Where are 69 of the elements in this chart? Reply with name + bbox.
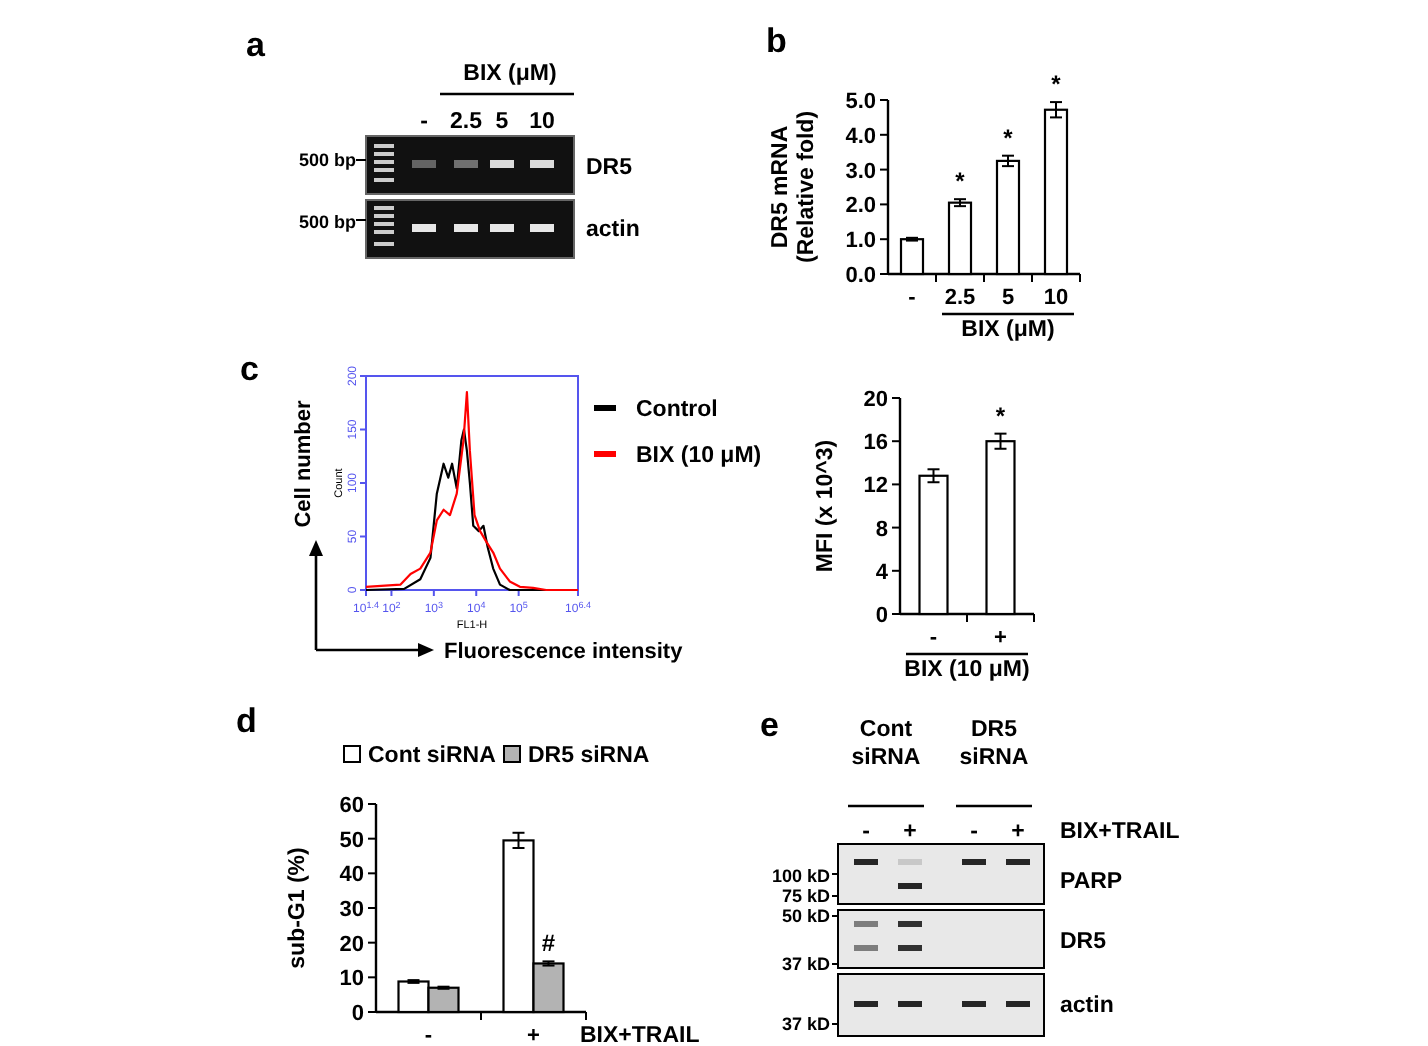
text: 75 kD (781, 886, 831, 906)
text: actin (1060, 994, 1114, 1018)
annotation: * (1051, 70, 1062, 99)
text: BIX+TRAIL (1060, 820, 1180, 844)
text: + (903, 820, 918, 844)
y-tick-label: 0 (351, 1002, 364, 1026)
text: PARP (1060, 870, 1123, 894)
y-tick-label: 30 (339, 898, 364, 922)
text: Cont siRNA (851, 718, 921, 770)
y-tick-label: 0 (875, 604, 888, 628)
chart-title: c (240, 350, 259, 388)
text: 500 bp (298, 150, 357, 170)
y-tick-label: 2.0 (845, 194, 876, 219)
text: 100 kD (771, 866, 831, 886)
y-tick-label: 60 (339, 794, 364, 818)
x-tick-label: 2.5 (944, 286, 976, 310)
legend-label: Control (636, 398, 718, 422)
y-tick-label: 20 (863, 388, 888, 412)
text: 50 kD (781, 906, 831, 926)
x-tick-label: 5 (1001, 286, 1015, 310)
y-tick-label: 10 (339, 967, 364, 992)
text: - (970, 820, 979, 844)
text: actin (586, 218, 640, 242)
x-axis-title: BIX+TRAIL (580, 1024, 700, 1046)
legend-label: Cont siRNA (368, 744, 496, 768)
text: DR5 (586, 156, 634, 180)
y-tick-label: 20 (339, 932, 364, 957)
x-tick-label: 10 (1043, 286, 1069, 310)
text: a (246, 26, 266, 64)
legend-label: DR5 siRNA (528, 744, 650, 768)
y-tick-label: 50 (339, 828, 364, 853)
text: - (420, 110, 429, 134)
text: - (862, 820, 871, 844)
y-axis-title: DR5 mRNA (Relative fold) (769, 110, 819, 264)
legend-label: BIX (10 μM) (636, 444, 762, 468)
text: Fluorescence intensity (444, 640, 685, 664)
text: DR5 siRNA (959, 718, 1029, 770)
text: 500 bp (298, 212, 357, 232)
y-tick-label: 12 (863, 474, 888, 499)
y-axis-title: sub-G1 (%) (286, 846, 310, 969)
text: 2.5 (450, 110, 484, 134)
annotation: * (955, 167, 966, 196)
y-tick-label: 1.0 (845, 229, 876, 254)
text: 10 (529, 110, 555, 134)
text: + (1011, 820, 1026, 844)
x-axis-title: BIX (10 μM) (904, 658, 1030, 682)
x-tick-label: - (908, 286, 917, 310)
y-tick-label: 40 (339, 863, 364, 888)
y-tick-label: 8 (875, 517, 888, 542)
text: Cell number (292, 399, 316, 528)
annotation: * (1003, 123, 1014, 152)
chart-title: d (236, 702, 257, 740)
y-axis-title: MFI (x 10^3) (814, 439, 838, 573)
text: 37 kD (781, 1014, 831, 1034)
y-tick-label: 0.0 (845, 264, 876, 288)
y-tick-label: 5.0 (845, 90, 876, 114)
y-tick-label: 4.0 (845, 124, 876, 149)
text: BIX (μM) (463, 62, 557, 86)
x-axis-title: BIX (μM) (961, 318, 1055, 342)
text: e (760, 706, 779, 744)
y-tick-label: 3.0 (845, 159, 876, 184)
annotation: * (995, 401, 1006, 430)
y-tick-label: 16 (863, 431, 888, 456)
text: DR5 (1060, 930, 1108, 954)
chart-title: b (766, 22, 787, 60)
text: 37 kD (781, 954, 831, 974)
y-tick-label: 4 (875, 560, 890, 585)
text: 5 (495, 110, 510, 134)
annotation: # (541, 929, 556, 958)
